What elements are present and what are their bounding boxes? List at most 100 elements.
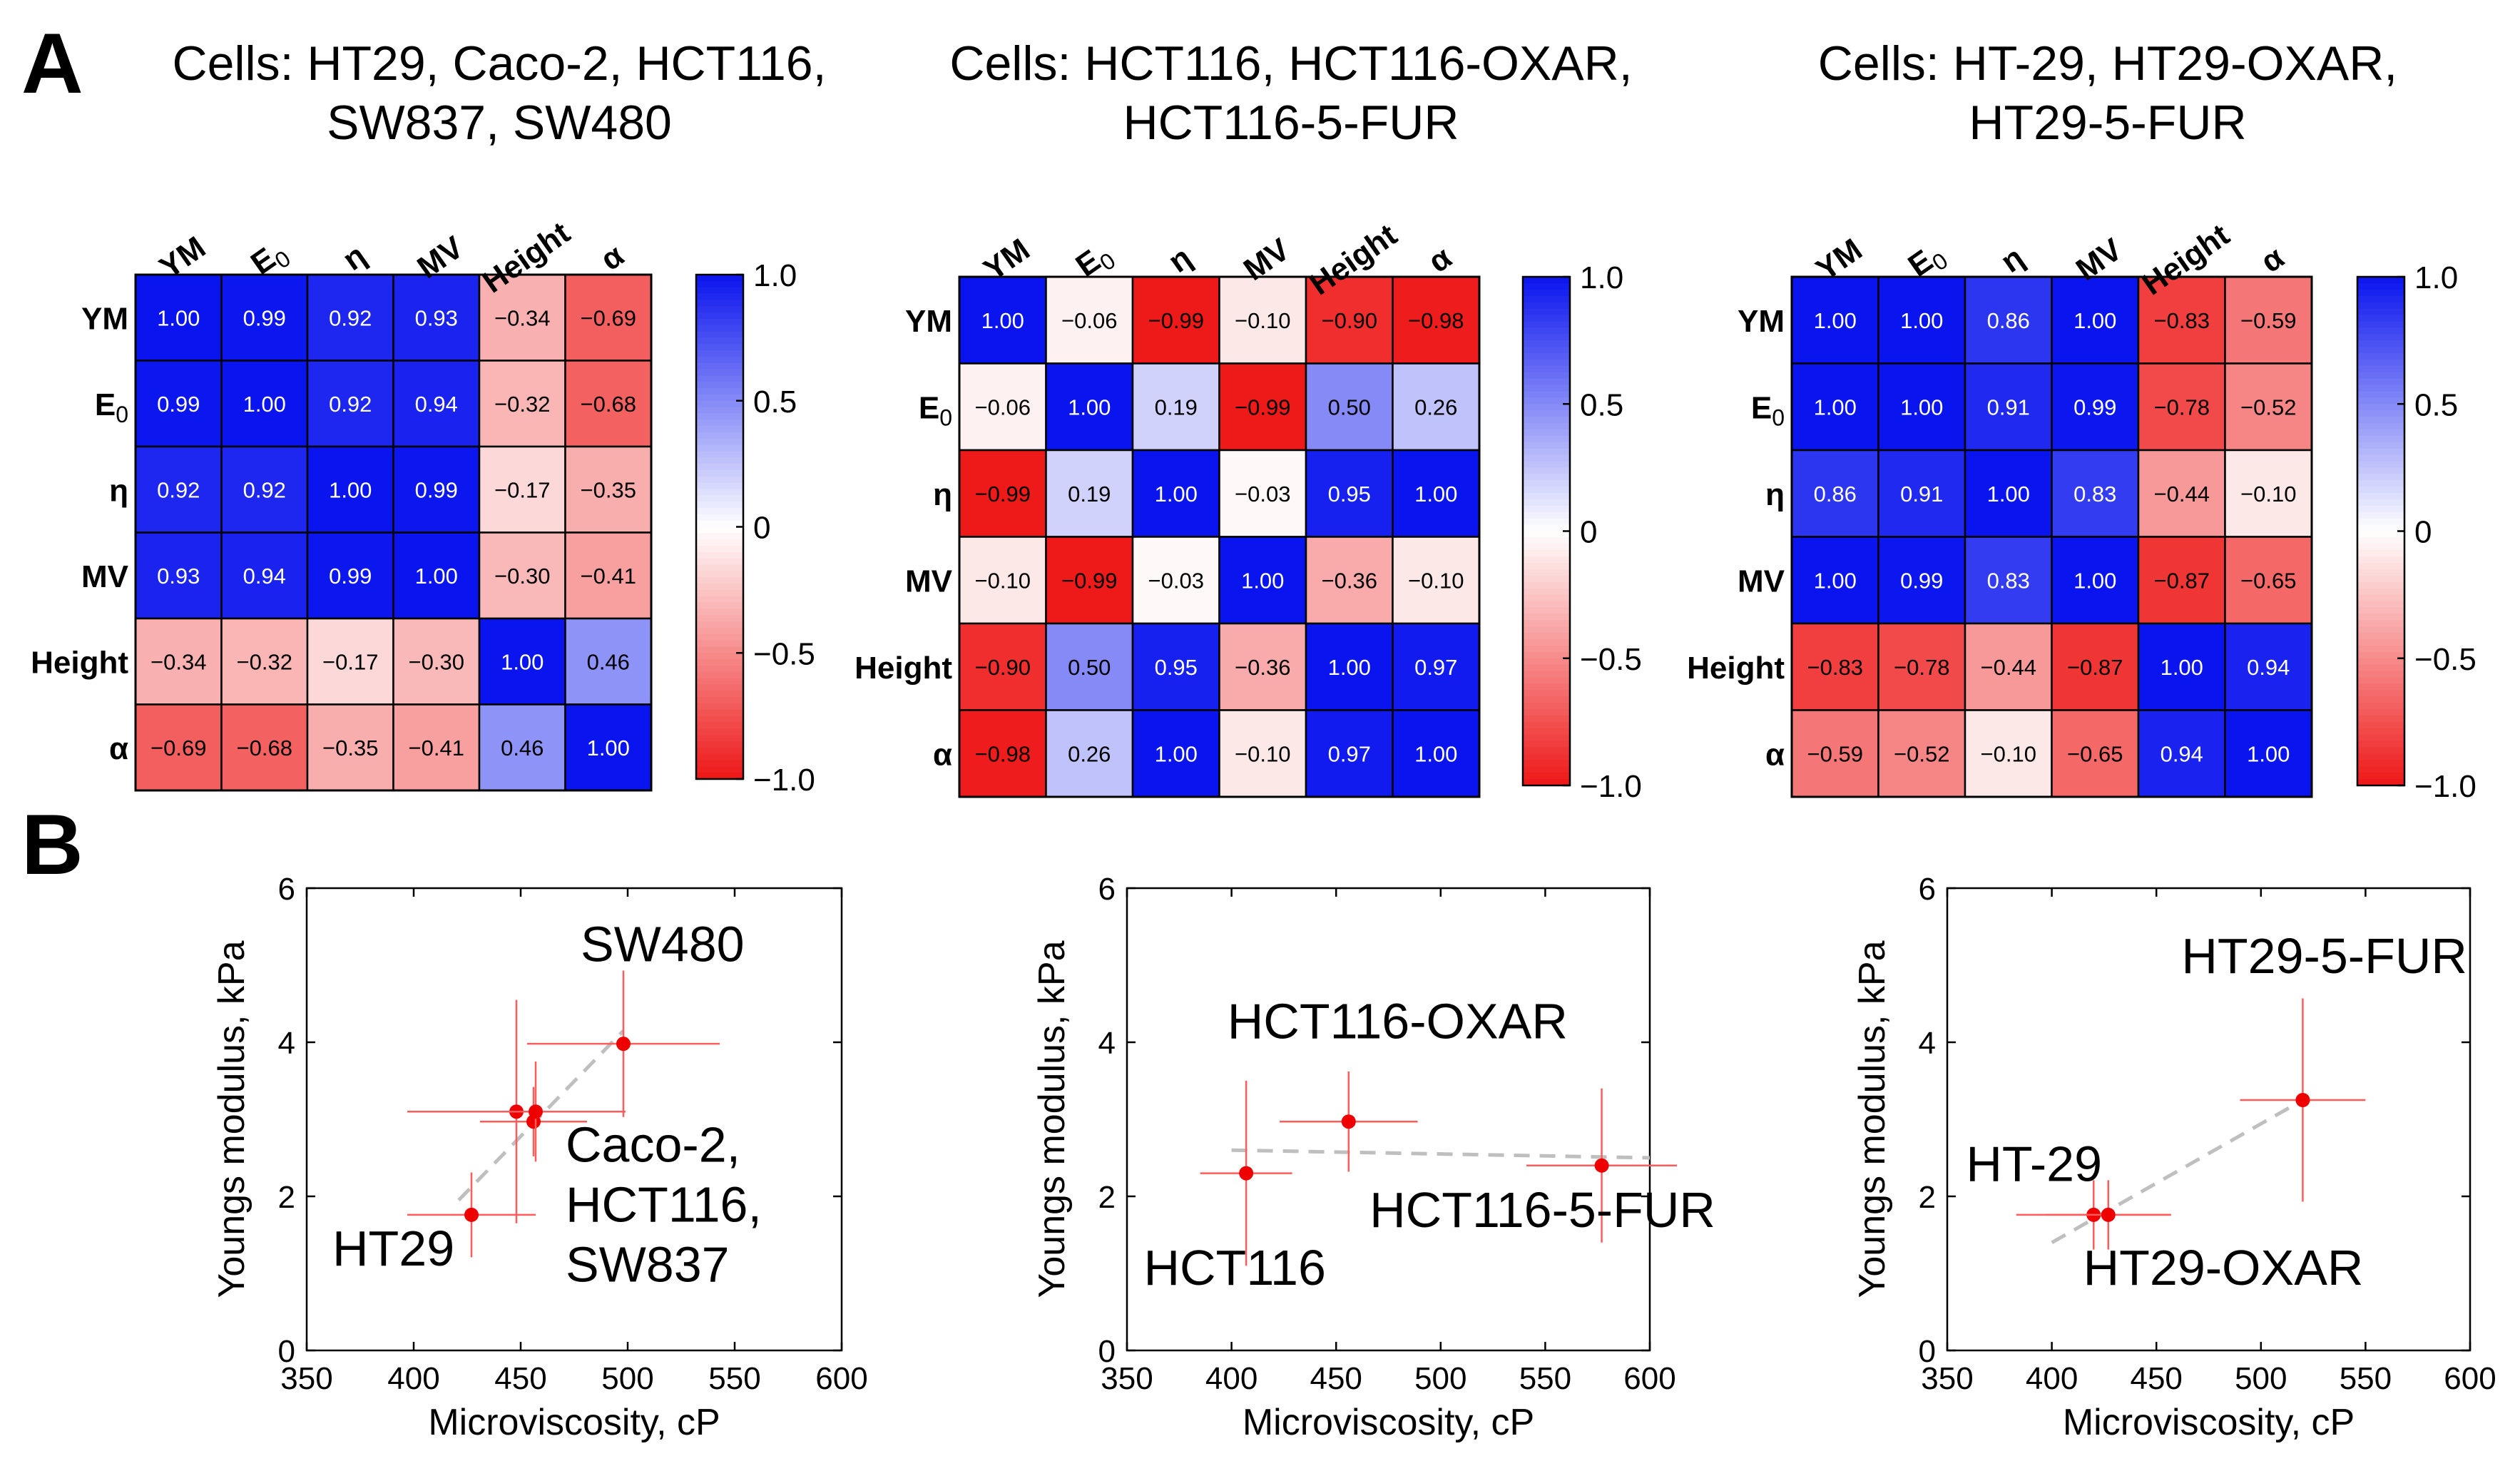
heatmap-cell-value: 1.00	[1414, 741, 1457, 766]
y-tick-label: 6	[1098, 872, 1116, 907]
heatmap-cell-value: 1.00	[329, 477, 372, 502]
x-tick-label: 400	[387, 1361, 439, 1396]
colorbar-segment	[696, 331, 743, 339]
colorbar-segment	[696, 551, 743, 559]
heatmap-cell-value: −0.10	[1981, 741, 2036, 766]
point-annotation: HCT116,	[566, 1176, 762, 1232]
colorbar-segment	[1523, 295, 1570, 303]
colorbar-segment	[1523, 544, 1570, 551]
colorbar-segment	[1523, 277, 1570, 284]
y-axis-label: Youngs modulus, kPa	[1852, 940, 1893, 1298]
point-annotation: HT29-OXAR	[2083, 1240, 2364, 1296]
colorbar-segment	[1523, 671, 1570, 678]
heatmap-cell	[1305, 362, 1394, 452]
colorbar-segment	[696, 275, 743, 282]
heatmap-cell-value: 0.92	[329, 392, 372, 417]
heatmap-cell-value: 1.00	[1068, 395, 1111, 419]
colorbar-segment	[696, 659, 743, 666]
colorbar-segment	[1523, 531, 1570, 539]
heatmap-cell-value: 0.94	[2247, 655, 2290, 680]
colorbar-segment	[696, 691, 743, 698]
colorbar-segment	[1523, 690, 1570, 698]
heatmap-row-label: α	[109, 731, 128, 766]
colorbar-segment	[2357, 499, 2404, 507]
colorbar-segment	[696, 457, 743, 464]
colorbar-segment	[696, 703, 743, 711]
colorbar-segment	[696, 413, 743, 421]
point-annotation: SW837	[566, 1236, 730, 1292]
colorbar-segment	[2357, 289, 2404, 297]
colorbar-segment	[696, 464, 743, 471]
heatmap-cell-value: 0.99	[415, 477, 458, 502]
heatmap-cell-value: −0.65	[2240, 568, 2296, 593]
heatmap-cell	[1964, 709, 2053, 798]
colorbar-segment	[696, 419, 743, 427]
heatmap-cell-value: 1.00	[1900, 395, 1943, 419]
heatmap-cell-value: 1.00	[1328, 655, 1371, 680]
colorbar-segment	[696, 495, 743, 502]
colorbar-segment	[1523, 703, 1570, 710]
data-point	[616, 1037, 631, 1052]
heatmap-row-label-base: YM	[1738, 304, 1785, 339]
heatmap-cell-value: 1.00	[1814, 308, 1857, 333]
heatmap-cell	[564, 360, 653, 448]
point-annotation: HT29	[332, 1221, 454, 1276]
colorbar-segment	[2357, 334, 2404, 341]
heatmap-cell-value: −0.17	[494, 477, 550, 502]
heatmap-row-label-sub: 0	[116, 402, 128, 427]
heatmap-border	[958, 275, 1481, 798]
y-tick-label: 2	[278, 1180, 295, 1215]
heatmap-cell	[1877, 709, 1966, 798]
colorbar-segment	[1523, 391, 1570, 399]
heatmap-cell	[1045, 449, 1134, 538]
colorbar-segment	[1523, 499, 1570, 507]
colorbar-segment	[1523, 435, 1570, 443]
colorbar-segment	[1523, 283, 1570, 290]
colorbar-segment	[1523, 664, 1570, 672]
colorbar-segment	[696, 740, 743, 748]
colorbar-segment	[696, 502, 743, 509]
colorbar-segment	[696, 760, 743, 768]
heatmap-cell-value: 1.00	[1900, 308, 1943, 333]
heatmap-cell	[220, 531, 309, 620]
colorbar-segment	[2357, 417, 2404, 424]
heatmap-cell-value: −0.98	[1408, 308, 1464, 333]
colorbar-segment	[1523, 709, 1570, 716]
colorbar-segment	[2357, 588, 2404, 596]
colorbar-segment	[1523, 511, 1570, 519]
heatmap-cell-value: −0.06	[975, 395, 1031, 419]
colorbar-segment	[696, 684, 743, 692]
heatmap-row-label: MV	[905, 564, 953, 599]
colorbar-segment	[2357, 550, 2404, 557]
heatmap-cell	[1964, 622, 2053, 711]
colorbar-tick-label: −0.5	[1580, 642, 1642, 677]
colorbar-segment	[2357, 461, 2404, 469]
colorbar-segment	[696, 716, 743, 723]
colorbar-segment	[1523, 448, 1570, 456]
x-tick-label: 350	[280, 1361, 332, 1396]
data-point	[2101, 1207, 2116, 1222]
heatmap-cell	[1392, 709, 1481, 798]
heatmap-cell	[134, 273, 223, 362]
heatmap-2: Cells: HCT116, HCT116-OXAR,HCT116-5-FUR 1…	[855, 36, 1642, 804]
colorbar-segment	[2357, 340, 2404, 347]
colorbar-segment	[696, 451, 743, 459]
heatmap-cell	[958, 536, 1047, 625]
heatmap-cell	[1877, 536, 1966, 625]
heatmap-cell-value: −0.10	[1235, 741, 1290, 766]
colorbar-segment	[1523, 715, 1570, 723]
heatmap-title-line: HCT116-5-FUR	[1123, 96, 1459, 150]
x-tick-label: 600	[815, 1361, 867, 1396]
colorbar-segment	[2357, 404, 2404, 411]
colorbar-segment	[1523, 614, 1570, 621]
colorbar-segment	[696, 344, 743, 351]
colorbar-segment	[696, 773, 743, 780]
colorbar-segment	[696, 300, 743, 307]
heatmap-cell-value: −0.69	[581, 305, 636, 330]
heatmap-cell-value: 0.95	[1155, 655, 1198, 680]
colorbar-segment	[696, 469, 743, 477]
scatter-3: 350 400 450 500 550 600 0 2 4 6 Microviscosity, cP…	[1852, 872, 2496, 1443]
trend-line	[1231, 1148, 1651, 1160]
heatmap-row-label: E0	[1751, 390, 1785, 430]
colorbar-segment	[1523, 410, 1570, 417]
